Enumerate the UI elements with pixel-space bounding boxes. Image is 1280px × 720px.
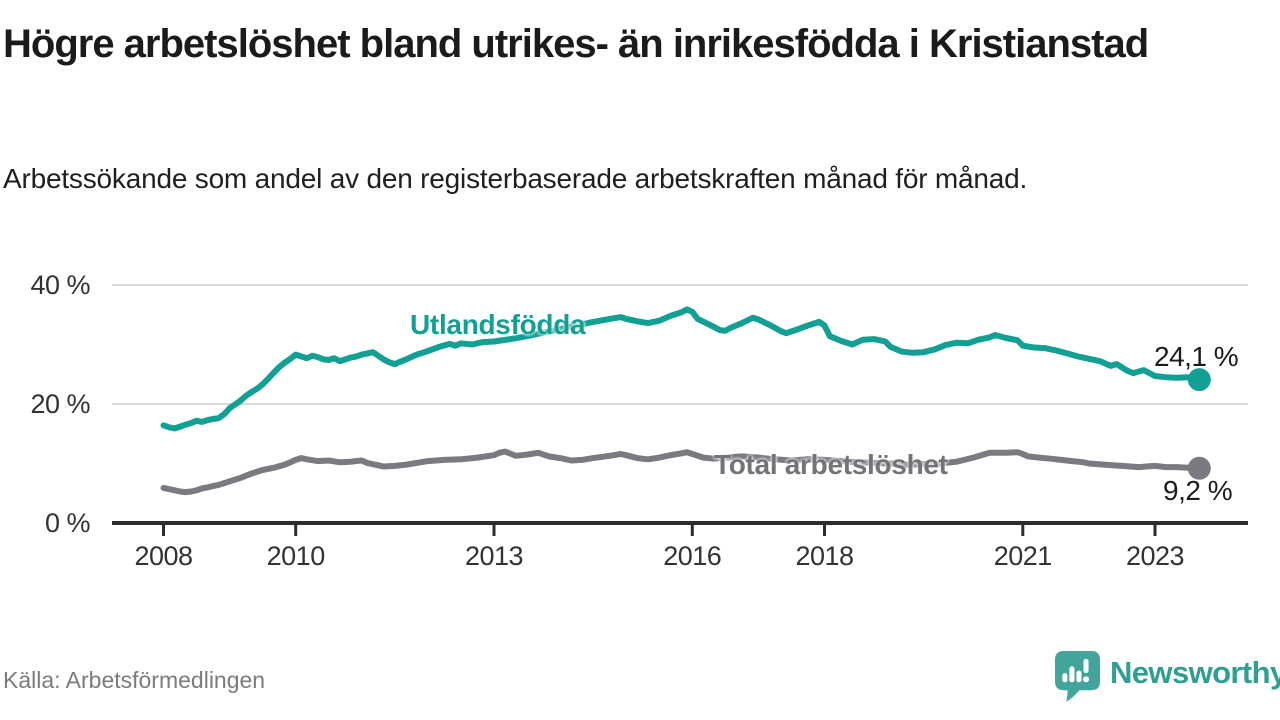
series-label-total: Total arbetslöshet xyxy=(714,449,948,480)
chart-subtitle: Arbetssökande som andel av den registerb… xyxy=(3,163,1028,194)
y-tick-label: 20 % xyxy=(30,389,90,419)
series-label-utlandsfodda: Utlandsfödda xyxy=(410,309,586,340)
x-tick-label: 2016 xyxy=(663,541,722,571)
end-value-utlandsfodda: 24,1 % xyxy=(1154,341,1239,372)
y-tick-label: 0 % xyxy=(44,508,91,538)
x-tick-label: 2018 xyxy=(795,541,854,571)
line-utlandsfodda xyxy=(160,306,1203,432)
gridlines xyxy=(112,284,1248,405)
y-tick-label: 40 % xyxy=(30,270,90,300)
page-title: Högre arbetslöshet bland utrikes- än inr… xyxy=(3,22,1149,66)
source-note: Källa: Arbetsförmedlingen xyxy=(3,667,266,693)
end-dot-utlandsfodda xyxy=(1187,368,1211,392)
axis-ticks xyxy=(162,523,1157,536)
newsworthy-logo-text: Newsworthy xyxy=(1110,655,1280,690)
newsworthy-logo-icon xyxy=(1054,651,1101,702)
x-tick-label: 2013 xyxy=(464,541,524,571)
line-total xyxy=(160,448,1203,496)
x-tick-label: 2021 xyxy=(993,541,1053,571)
x-tick-label: 2010 xyxy=(266,541,326,571)
end-value-total: 9,2 % xyxy=(1163,475,1233,506)
end-dot-total xyxy=(1187,456,1211,480)
x-tick-label: 2023 xyxy=(1125,541,1185,571)
series-lines xyxy=(160,306,1211,496)
x-tick-label: 2008 xyxy=(134,541,193,571)
newsworthy-logo[interactable]: Newsworthy xyxy=(1054,649,1280,703)
